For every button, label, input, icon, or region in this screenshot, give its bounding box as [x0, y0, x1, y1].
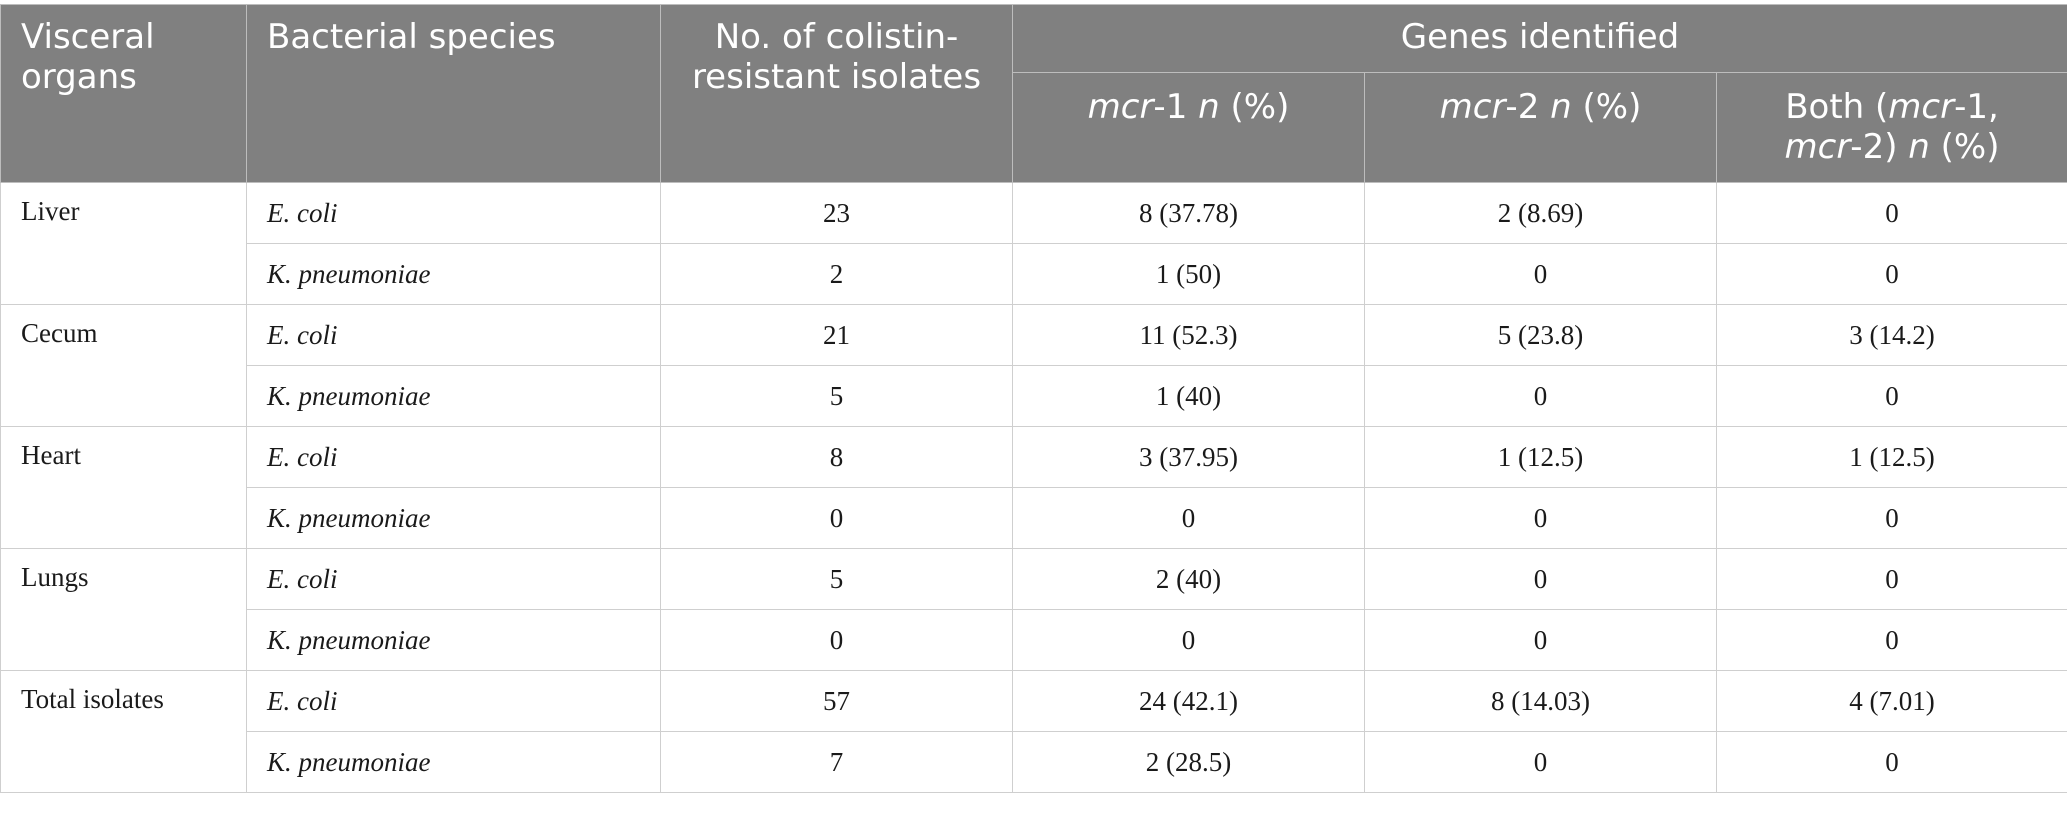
mcr1-cell: 2 (28.5): [1012, 731, 1365, 793]
table-row: Lungs E. coli 5 2 (40) 0 0: [0, 548, 2067, 671]
mcr2-cell: 0: [1364, 609, 1717, 671]
isolates-cell: 8: [660, 426, 1013, 488]
both-cell: 0: [1715, 548, 2067, 610]
table-row: Liver E. coli 23 8 (37.78) 2 (8.69) 0: [0, 182, 2067, 305]
table-row: K. pneumoniae 0 0 0 0: [1, 609, 2067, 671]
mcr1-cell: 3 (37.95): [1012, 426, 1365, 488]
organ-cell: Liver: [0, 182, 247, 305]
mcr2-cell: 0: [1364, 365, 1717, 427]
both-cell: 0: [1715, 365, 2067, 427]
isolates-cell: 21: [660, 304, 1013, 366]
mcr1-cell: 0: [1012, 487, 1365, 549]
header-genes-identified: Genes identified: [1011, 4, 2067, 73]
isolates-cell: 5: [660, 548, 1013, 610]
organ-cell: Lungs: [0, 548, 247, 671]
organ-cell: Cecum: [0, 304, 247, 427]
isolates-cell: 0: [660, 487, 1013, 549]
table-row: K. pneumoniae 7 2 (28.5) 0 0: [1, 731, 2067, 793]
header-colistin-resistant-isolates: No. of colistin-resistant isolates: [660, 4, 1013, 183]
mcr1-cell: 24 (42.1): [1012, 670, 1365, 732]
both-cell: 1 (12.5): [1715, 426, 2067, 488]
mcr1-cell: 8 (37.78): [1012, 182, 1365, 244]
header-bacterial-species: Bacterial species: [246, 4, 661, 183]
mcr1-cell: 0: [1012, 609, 1365, 671]
mcr2-cell: 8 (14.03): [1364, 670, 1717, 732]
isolates-cell: 57: [660, 670, 1013, 732]
species-cell: E. coli: [246, 426, 661, 488]
both-cell: 0: [1715, 243, 2067, 305]
header-both-mcr: Both (mcr-1, mcr-2) n (%): [1715, 72, 2067, 183]
species-cell: E. coli: [246, 548, 661, 610]
species-cell: K. pneumoniae: [246, 487, 661, 549]
mcr2-cell: 0: [1364, 487, 1717, 549]
both-cell: 0: [1715, 731, 2067, 793]
header-mcr1: mcr-1 n (%): [1012, 72, 1365, 183]
table-header: Visceral organs Bacterial species No. of…: [0, 4, 2067, 183]
species-cell: K. pneumoniae: [246, 609, 661, 671]
isolates-cell: 2: [660, 243, 1013, 305]
mcr2-cell: 0: [1364, 548, 1717, 610]
table-row: Total isolates E. coli 57 24 (42.1) 8 (1…: [0, 670, 2067, 793]
organ-cell: Heart: [0, 426, 247, 549]
both-cell: 0: [1715, 182, 2067, 244]
mcr1-cell: 1 (50): [1012, 243, 1365, 305]
species-cell: K. pneumoniae: [246, 243, 661, 305]
mcr1-cell: 2 (40): [1012, 548, 1365, 610]
species-cell: K. pneumoniae: [246, 365, 661, 427]
mcr1-cell: 11 (52.3): [1012, 304, 1365, 366]
species-cell: K. pneumoniae: [246, 731, 661, 793]
species-cell: E. coli: [246, 182, 661, 244]
both-cell: 0: [1715, 609, 2067, 671]
table-row: K. pneumoniae 0 0 0 0: [1, 487, 2067, 549]
genes-table: Visceral organs Bacterial species No. of…: [0, 4, 2067, 793]
isolates-cell: 0: [660, 609, 1013, 671]
mcr2-cell: 1 (12.5): [1364, 426, 1717, 488]
header-mcr2: mcr-2 n (%): [1364, 72, 1717, 183]
mcr2-cell: 5 (23.8): [1364, 304, 1717, 366]
table-row: K. pneumoniae 2 1 (50) 0 0: [1, 243, 2067, 305]
species-cell: E. coli: [246, 670, 661, 732]
table-row: Heart E. coli 8 3 (37.95) 1 (12.5) 1 (12…: [0, 426, 2067, 549]
isolates-cell: 5: [660, 365, 1013, 427]
both-cell: 4 (7.01): [1715, 670, 2067, 732]
organ-cell: Total isolates: [0, 670, 247, 793]
header-visceral-organs: Visceral organs: [0, 4, 247, 183]
mcr2-cell: 2 (8.69): [1364, 182, 1717, 244]
species-cell: E. coli: [246, 304, 661, 366]
table-body: Liver E. coli 23 8 (37.78) 2 (8.69) 0 K.…: [0, 182, 2067, 793]
mcr2-cell: 0: [1364, 243, 1717, 305]
both-cell: 0: [1715, 487, 2067, 549]
isolates-cell: 7: [660, 731, 1013, 793]
isolates-cell: 23: [660, 182, 1013, 244]
table-row: Cecum E. coli 21 11 (52.3) 5 (23.8) 3 (1…: [0, 304, 2067, 427]
both-cell: 3 (14.2): [1715, 304, 2067, 366]
mcr1-cell: 1 (40): [1012, 365, 1365, 427]
mcr2-cell: 0: [1364, 731, 1717, 793]
table-row: K. pneumoniae 5 1 (40) 0 0: [1, 365, 2067, 427]
